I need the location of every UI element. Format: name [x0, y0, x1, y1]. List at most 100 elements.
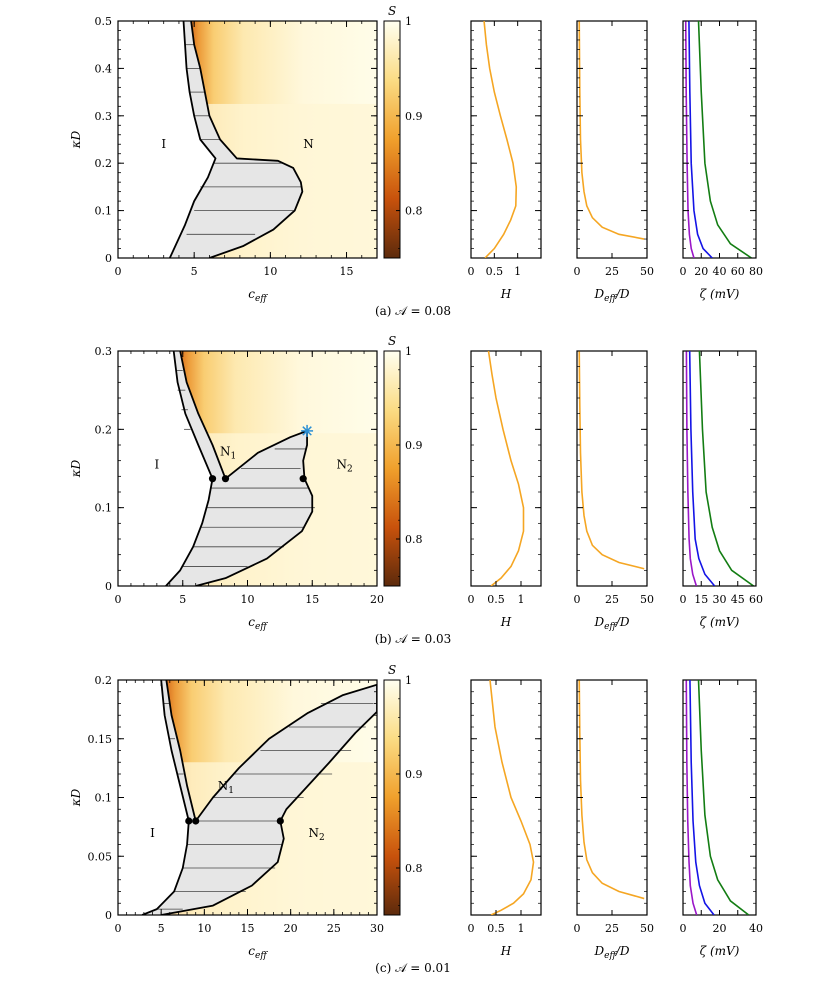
side-x-tick-label: 1: [518, 593, 525, 606]
x-tick-label: 15: [340, 265, 354, 278]
colorbar-tick-label: 0.8: [405, 862, 423, 875]
critical-point: [221, 475, 230, 483]
x-axis-label: ceff: [248, 287, 268, 304]
left-binodal-line: [141, 680, 190, 915]
side-x-tick-label: 0: [680, 593, 687, 606]
y-tick-label: 0.5: [95, 15, 113, 28]
side-x-axis-label: H: [500, 944, 512, 958]
colorbar-tick-label: 1: [405, 15, 412, 28]
side-x-tick-label: 0: [468, 922, 475, 935]
y-tick-label: 0.1: [95, 502, 113, 515]
profile-curve: [487, 351, 525, 586]
side-x-tick-label: 20: [694, 265, 708, 278]
critical-point: [192, 817, 200, 825]
side-x-tick-label: 25: [605, 593, 619, 606]
side-x-tick-label: 0: [574, 922, 581, 935]
x-tick-label: 5: [158, 922, 165, 935]
profile-curve: [688, 21, 713, 258]
main-plot-frame: [117, 20, 378, 259]
side-x-tick-label: 45: [731, 593, 745, 606]
y-tick-label: 0: [105, 580, 112, 593]
colorbar-label: S: [388, 663, 396, 677]
zeta-profile-plot: [682, 350, 757, 587]
side-x-axis-label: ζ (mV): [700, 615, 740, 629]
side-x-tick-label: 1: [514, 265, 521, 278]
side-x-tick-label: 50: [640, 922, 654, 935]
side-x-axis-label: ζ (mV): [700, 944, 740, 958]
x-tick-label: 15: [305, 593, 319, 606]
side-x-tick-label: 0: [468, 593, 475, 606]
x-tick-label: 10: [263, 265, 277, 278]
colorbar-tick-label: 1: [405, 345, 412, 358]
colorbar-tick-label: 0.9: [405, 439, 423, 452]
panel-caption: (a) 𝒜 = 0.08: [375, 304, 451, 318]
profile-curve: [697, 680, 750, 915]
y-tick-label: 0: [105, 909, 112, 922]
profile-curve: [688, 351, 716, 586]
right-binodal-line: [190, 21, 304, 258]
side-x-tick-label: 0.5: [486, 265, 504, 278]
x-tick-label: 5: [179, 593, 186, 606]
region-label: I: [150, 826, 155, 840]
side-x-tick-label: 25: [605, 922, 619, 935]
side-x-axis-label: Deff/D: [594, 287, 630, 304]
x-tick-label: 0: [115, 265, 122, 278]
colorbar-label: S: [388, 4, 396, 18]
side-x-tick-label: 0: [680, 265, 687, 278]
left-binodal-line: [168, 21, 217, 258]
side-x-tick-label: 0: [574, 265, 581, 278]
profile-curve: [685, 680, 698, 915]
side-x-axis-label: ζ (mV): [700, 287, 740, 301]
side-x-tick-label: 40: [713, 265, 727, 278]
side-x-tick-label: 0.5: [487, 922, 505, 935]
side-x-axis-label: H: [500, 615, 512, 629]
side-x-tick-label: 60: [749, 593, 763, 606]
y-axis-label: κD: [69, 788, 83, 807]
profile-curve: [489, 680, 535, 915]
zeta-profile-plot: [682, 679, 757, 916]
h-profile-plot: [470, 350, 542, 587]
isotropic-region: [118, 21, 216, 258]
y-axis-label: κD: [69, 130, 83, 149]
profile-curve: [578, 680, 645, 900]
panel-caption: (b) 𝒜 = 0.03: [375, 632, 452, 646]
deff-profile-plot: [576, 350, 648, 587]
critical-point: [208, 475, 217, 483]
side-x-tick-label: 40: [749, 922, 763, 935]
zeta-profile-plot: [682, 20, 757, 259]
profile-curve: [698, 351, 755, 586]
side-x-tick-label: 30: [713, 593, 727, 606]
colorbar: [383, 350, 401, 587]
y-tick-label: 0: [105, 252, 112, 265]
x-tick-label: 10: [241, 593, 255, 606]
x-tick-label: 20: [370, 593, 384, 606]
deff-profile-plot: [576, 20, 648, 259]
side-x-tick-label: 0: [574, 593, 581, 606]
deff-profile-plot: [576, 679, 648, 916]
critical-point: [185, 817, 193, 825]
x-axis-label: ceff: [248, 615, 268, 632]
region-label: I: [154, 458, 159, 472]
x-tick-label: 5: [191, 265, 198, 278]
side-x-tick-label: 0.5: [487, 593, 505, 606]
panel-caption: (c) 𝒜 = 0.01: [375, 961, 451, 975]
side-x-axis-label: Deff/D: [594, 615, 630, 632]
colorbar-tick-label: 0.9: [405, 768, 423, 781]
y-tick-label: 0.15: [88, 733, 113, 746]
x-tick-label: 10: [197, 922, 211, 935]
side-x-tick-label: 60: [731, 265, 745, 278]
colorbar-tick-label: 0.8: [405, 205, 423, 218]
y-tick-label: 0.2: [95, 157, 113, 170]
colorbar-label: S: [388, 334, 396, 348]
x-axis-label: ceff: [248, 944, 268, 961]
side-x-tick-label: 80: [749, 265, 763, 278]
y-tick-label: 0.3: [95, 345, 113, 358]
isotropic-region: [118, 680, 189, 915]
side-x-axis-label: H: [500, 287, 512, 301]
side-x-tick-label: 1: [518, 922, 525, 935]
side-x-tick-label: 25: [605, 265, 619, 278]
critical-point: [299, 475, 307, 483]
